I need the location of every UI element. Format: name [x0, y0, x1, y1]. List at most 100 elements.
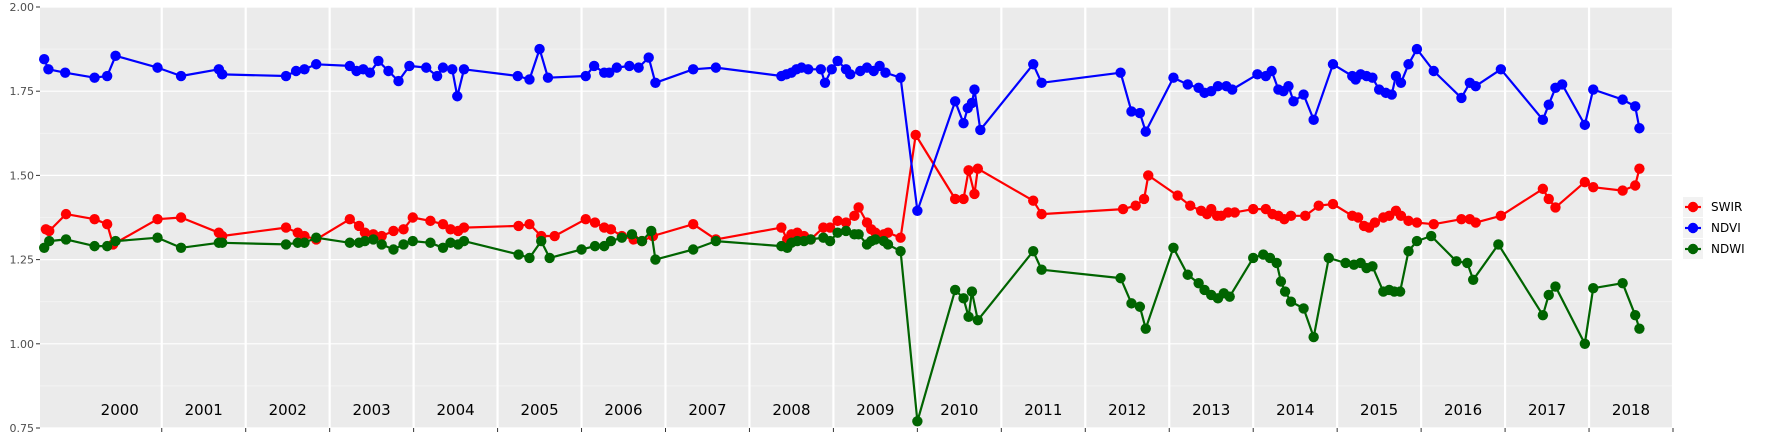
data-point — [421, 62, 432, 73]
data-point — [458, 222, 470, 233]
data-point — [1495, 210, 1507, 222]
legend-label-ndwi: NDWI — [1711, 242, 1745, 256]
data-point — [1185, 200, 1196, 211]
data-point — [1470, 217, 1481, 228]
x-axis-ticks — [161, 428, 1674, 432]
data-point — [710, 62, 722, 73]
data-point — [1634, 163, 1645, 174]
data-point — [1456, 213, 1467, 225]
data-series — [38, 43, 1645, 427]
data-point — [1313, 200, 1324, 211]
data-point — [688, 219, 699, 230]
data-point — [534, 43, 545, 55]
data-point — [280, 222, 292, 233]
data-point — [175, 70, 187, 82]
data-point — [605, 224, 617, 235]
data-point — [824, 235, 836, 247]
data-point — [589, 217, 601, 228]
data-point — [344, 237, 356, 248]
data-point — [89, 213, 100, 225]
y-tick-label: 1.25 — [10, 254, 35, 267]
data-point — [1126, 106, 1137, 117]
data-point — [605, 235, 617, 247]
year-label: 2004 — [437, 401, 475, 419]
data-point — [425, 215, 436, 227]
data-point — [580, 213, 591, 225]
data-point — [882, 239, 894, 250]
data-point — [152, 213, 163, 225]
data-point — [368, 234, 379, 245]
year-label: 2011 — [1024, 401, 1062, 419]
data-point — [398, 224, 409, 235]
data-point — [1537, 309, 1549, 321]
data-point — [1493, 239, 1504, 250]
data-point — [524, 74, 535, 85]
data-point — [966, 286, 978, 297]
data-point — [1467, 274, 1479, 286]
data-point — [1168, 72, 1179, 83]
data-point — [963, 165, 974, 176]
data-point — [650, 254, 661, 265]
data-point — [882, 227, 894, 238]
data-point — [1579, 119, 1591, 131]
data-point — [1275, 276, 1287, 287]
data-point — [832, 55, 843, 67]
data-point — [388, 244, 399, 255]
data-point — [710, 235, 722, 247]
legend-key-point — [1687, 243, 1699, 255]
data-point — [1456, 92, 1467, 104]
data-point — [1212, 80, 1224, 92]
data-point — [101, 70, 113, 82]
data-point — [1300, 210, 1311, 222]
data-point — [1126, 298, 1137, 309]
data-point — [1168, 242, 1179, 254]
data-point — [44, 235, 55, 247]
data-point — [447, 64, 458, 75]
year-label: 2002 — [269, 401, 307, 419]
data-point — [1327, 198, 1339, 210]
data-point — [299, 237, 310, 248]
data-point — [969, 84, 980, 95]
data-point — [38, 54, 50, 65]
data-point — [963, 311, 974, 323]
data-point — [44, 225, 55, 237]
data-point — [1134, 107, 1146, 119]
data-point — [1036, 264, 1047, 275]
data-point — [840, 217, 852, 228]
series-ndwi — [38, 225, 1645, 427]
year-label: 2006 — [604, 401, 642, 419]
data-point — [458, 64, 470, 75]
data-point — [452, 91, 463, 102]
data-point — [1182, 269, 1193, 280]
year-label: 2015 — [1360, 401, 1398, 419]
data-point — [588, 60, 600, 72]
year-label: 2012 — [1108, 401, 1146, 419]
data-point — [513, 220, 524, 232]
data-point — [1172, 190, 1183, 201]
data-point — [1543, 289, 1554, 301]
data-point — [364, 67, 376, 78]
data-point — [1550, 202, 1561, 213]
data-point — [1634, 123, 1645, 134]
data-point — [110, 50, 121, 62]
data-point — [373, 55, 384, 67]
data-point — [1323, 252, 1334, 264]
data-point — [972, 163, 984, 174]
data-point — [1428, 65, 1439, 77]
data-point — [870, 234, 881, 245]
y-tick-label: 1.00 — [10, 338, 35, 351]
data-point — [1543, 193, 1554, 205]
y-tick-label: 1.50 — [10, 169, 35, 182]
data-point — [1266, 65, 1277, 77]
data-point — [1138, 193, 1150, 205]
data-point — [853, 202, 864, 213]
data-point — [815, 64, 827, 75]
data-point — [1279, 286, 1291, 297]
data-point — [972, 315, 984, 326]
data-point — [175, 212, 187, 223]
data-point — [216, 69, 228, 80]
data-point — [589, 240, 601, 252]
data-point — [880, 67, 891, 78]
data-point — [636, 235, 648, 247]
data-point — [1495, 64, 1507, 75]
